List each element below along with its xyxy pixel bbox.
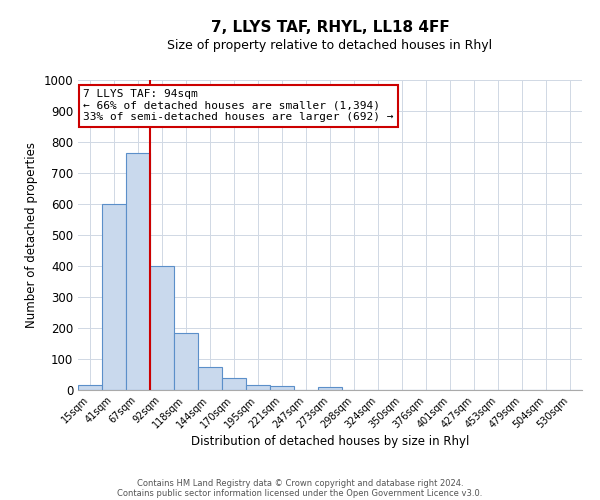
- Text: Contains public sector information licensed under the Open Government Licence v3: Contains public sector information licen…: [118, 488, 482, 498]
- Bar: [102, 204, 126, 390]
- Bar: [246, 384, 270, 390]
- Bar: [198, 367, 222, 390]
- X-axis label: Distribution of detached houses by size in Rhyl: Distribution of detached houses by size …: [191, 436, 469, 448]
- Text: 7 LLYS TAF: 94sqm
← 66% of detached houses are smaller (1,394)
33% of semi-detac: 7 LLYS TAF: 94sqm ← 66% of detached hous…: [83, 90, 394, 122]
- Bar: [78, 386, 102, 390]
- Text: Contains HM Land Registry data © Crown copyright and database right 2024.: Contains HM Land Registry data © Crown c…: [137, 478, 463, 488]
- Bar: [270, 386, 294, 390]
- Bar: [174, 332, 198, 390]
- Text: 7, LLYS TAF, RHYL, LL18 4FF: 7, LLYS TAF, RHYL, LL18 4FF: [211, 20, 449, 35]
- Bar: [222, 378, 246, 390]
- Bar: [318, 387, 342, 390]
- Title: Size of property relative to detached houses in Rhyl: Size of property relative to detached ho…: [167, 40, 493, 52]
- Bar: [150, 266, 174, 390]
- Bar: [126, 153, 150, 390]
- Y-axis label: Number of detached properties: Number of detached properties: [25, 142, 38, 328]
